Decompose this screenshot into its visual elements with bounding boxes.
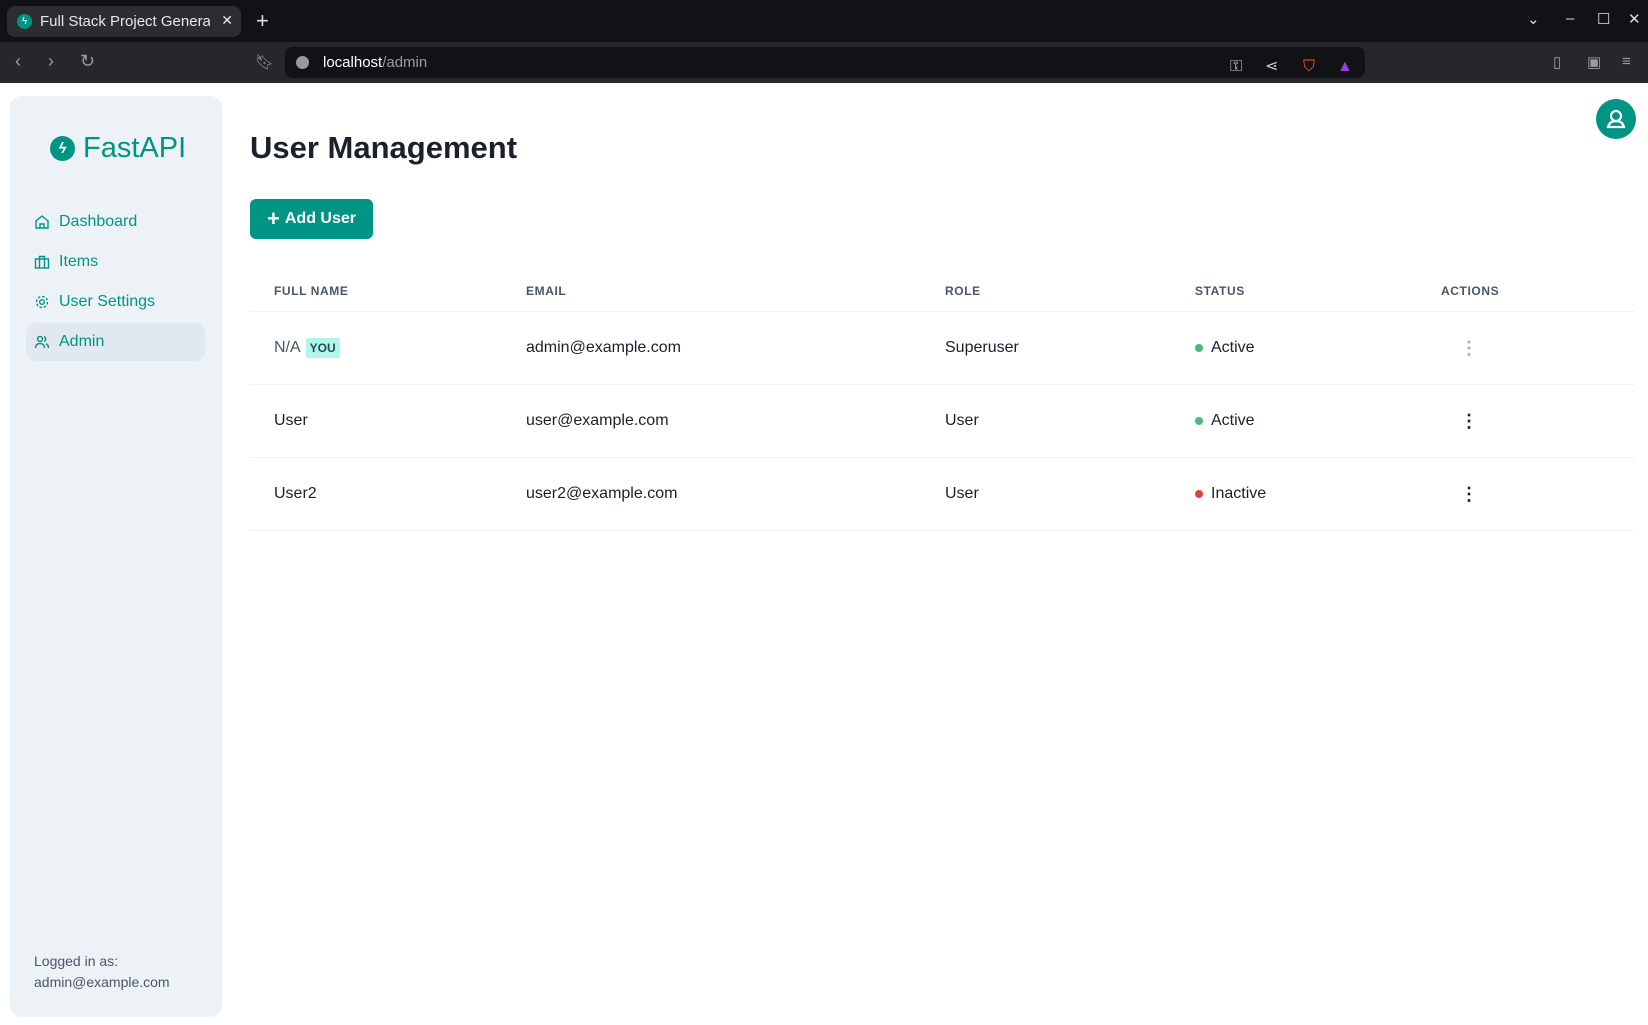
new-tab-icon[interactable]: + — [256, 8, 269, 33]
key-icon[interactable]: ⚿ — [1230, 58, 1243, 75]
table-row: User2 user2@example.com User Inactive ⋮ — [250, 458, 1635, 531]
sidebar-item-dashboard[interactable]: Dashboard — [26, 203, 205, 241]
address-bar-row: ‹ › ↻ 🔖︎ localhost/admin ⚿ ⋖ ⛉ ▲ ▯ ▣ ≡ — [0, 42, 1648, 83]
sidebar-item-admin[interactable]: Admin — [26, 323, 205, 361]
column-header: STATUS — [1195, 283, 1245, 298]
brave-shield-icon[interactable]: ⛉ — [1303, 58, 1316, 75]
briefcase-icon — [34, 255, 50, 269]
email-cell: user@example.com — [526, 412, 669, 429]
column-header: EMAIL — [526, 283, 567, 298]
sidebar-item-items[interactable]: Items — [26, 243, 205, 281]
full-name-cell: User — [274, 412, 308, 429]
add-user-button[interactable]: + Add User — [250, 199, 373, 239]
status-dot — [1195, 344, 1203, 352]
role-cell: User — [945, 485, 979, 502]
actions-menu-button[interactable]: ⋮ — [1460, 412, 1478, 430]
email-cell: admin@example.com — [526, 339, 681, 356]
gear-icon — [35, 295, 49, 309]
reload-icon[interactable]: ↻ — [80, 51, 96, 71]
status-dot — [1195, 417, 1203, 425]
sidebar: ϟ FastAPI Dashboard Items User Settings A… — [10, 96, 222, 1017]
wallet-icon[interactable]: ▣ — [1587, 54, 1602, 71]
role-cell: User — [945, 412, 979, 429]
you-badge: YOU — [305, 338, 340, 358]
full-name: N/A — [274, 339, 301, 356]
sidebar-item-label: User Settings — [59, 293, 156, 310]
site-info-icon[interactable] — [296, 56, 309, 69]
bookmark-icon[interactable]: 🔖︎ — [255, 54, 275, 71]
column-header: ROLE — [945, 283, 981, 298]
actions-menu-button: ⋮ — [1460, 339, 1478, 357]
logo-text: FastAPI — [83, 132, 187, 164]
user-icon — [1606, 109, 1626, 129]
browser-tab[interactable]: ϟ Full Stack Project Generator ✕ — [7, 6, 241, 37]
forward-icon[interactable]: › — [48, 51, 54, 71]
browser-tab-bar: ϟ Full Stack Project Generator ✕ + ⌄ – ☐… — [0, 0, 1648, 42]
minimize-icon[interactable]: – — [1566, 10, 1575, 27]
maximize-icon[interactable]: ☐ — [1597, 11, 1611, 28]
users-table: FULL NAME EMAIL ROLE STATUS ACTIONS N/A Y… — [250, 270, 1635, 531]
back-icon[interactable]: ‹ — [15, 51, 21, 71]
table-row: User user@example.com User Active ⋮ — [250, 385, 1635, 458]
logged-in-info: Logged in as: admin@example.com — [34, 951, 170, 993]
table-header: FULL NAME EMAIL ROLE STATUS ACTIONS — [250, 270, 1635, 312]
users-icon — [34, 335, 50, 349]
kebab-menu-icon: ⋮ — [1460, 484, 1478, 504]
status-dot — [1195, 490, 1203, 498]
status-cell: Inactive — [1195, 485, 1266, 503]
menu-icon[interactable]: ≡ — [1622, 53, 1631, 70]
close-window-icon[interactable]: ✕ — [1628, 11, 1641, 28]
logo[interactable]: ϟ FastAPI — [50, 132, 186, 165]
sidebar-toggle-icon[interactable]: ▯ — [1553, 54, 1562, 71]
email-cell: user2@example.com — [526, 485, 678, 502]
share-icon[interactable]: ⋖ — [1265, 58, 1279, 75]
column-header: ACTIONS — [1441, 283, 1500, 298]
tab-list-icon[interactable]: ⌄ — [1527, 11, 1540, 28]
url-host: localhost — [323, 54, 383, 71]
logged-in-email: admin@example.com — [34, 974, 170, 990]
home-icon — [35, 215, 49, 229]
full-name-cell: User2 — [274, 485, 317, 502]
url-input[interactable]: localhost/admin ⚿ ⋖ ⛉ ▲ — [285, 47, 1365, 78]
status-cell: Active — [1195, 412, 1255, 430]
kebab-menu-icon: ⋮ — [1460, 338, 1478, 358]
add-user-label: Add User — [284, 210, 356, 227]
user-menu-avatar[interactable] — [1596, 99, 1636, 139]
fastapi-favicon-icon: ϟ — [17, 14, 32, 29]
sidebar-item-label: Items — [59, 253, 99, 270]
fastapi-logo-icon: ϟ — [50, 136, 75, 161]
actions-menu-button[interactable]: ⋮ — [1460, 485, 1478, 503]
brave-rewards-icon[interactable]: ▲ — [1337, 58, 1353, 75]
sidebar-item-label: Dashboard — [59, 213, 138, 230]
status-text: Inactive — [1211, 485, 1267, 502]
role-cell: Superuser — [945, 339, 1019, 356]
status-text: Active — [1211, 339, 1255, 356]
kebab-menu-icon: ⋮ — [1460, 411, 1478, 431]
url-path: /admin — [382, 54, 428, 71]
plus-icon: + — [267, 206, 280, 231]
table-row: N/A YOU admin@example.com Superuser Activ… — [250, 312, 1635, 385]
status-text: Active — [1211, 412, 1255, 429]
close-tab-icon[interactable]: ✕ — [221, 12, 233, 28]
column-header: FULL NAME — [274, 283, 349, 298]
full-name-cell: N/A YOU — [274, 338, 340, 358]
sidebar-item-user-settings[interactable]: User Settings — [26, 283, 205, 321]
page-title: User Management — [250, 130, 518, 165]
status-cell: Active — [1195, 339, 1255, 357]
logged-in-label: Logged in as: — [34, 953, 119, 969]
tab-title: Full Stack Project Generator — [40, 13, 210, 30]
sidebar-item-label: Admin — [59, 333, 105, 350]
